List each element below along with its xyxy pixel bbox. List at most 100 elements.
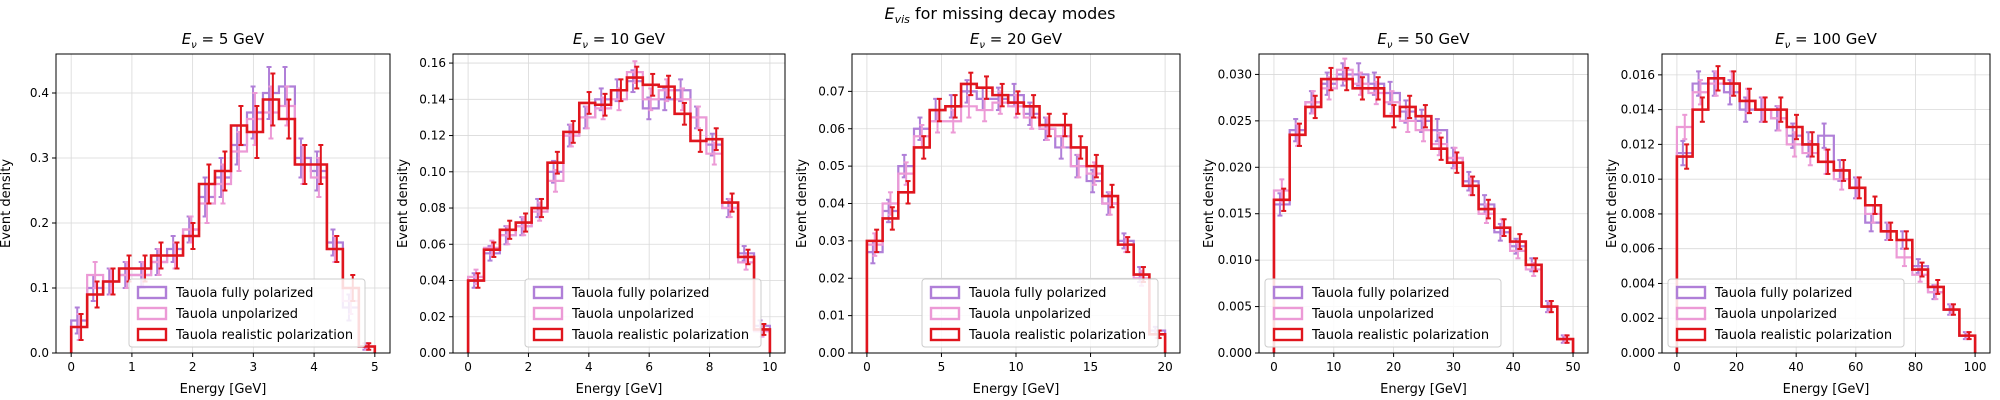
series-step-3	[1272, 77, 1575, 353]
panel-2: 0 2 4 6 8 10 0.00 0.02 0.04 0.06 0.08 0.10 0.12 0.14 0…	[396, 30, 786, 397]
y-axis-label: Event density	[1605, 159, 1620, 248]
panel-title: Eν = 20 GeV	[970, 30, 1063, 51]
legend-swatch	[1675, 285, 1707, 300]
legend-swatch	[136, 285, 168, 300]
y-axis-label: Event density	[795, 159, 810, 248]
y-tick-label: 0.02	[419, 310, 446, 324]
y-tick-label: 0.08	[419, 201, 446, 215]
x-tick-label: 0	[863, 360, 871, 374]
x-tick-label: 20	[1386, 360, 1401, 374]
x-tick-label: 1	[128, 360, 136, 374]
panel-title: Eν = 50 GeV	[1377, 30, 1470, 51]
x-tick-label: 20	[1729, 360, 1744, 374]
y-tick-label: 0.010	[1621, 172, 1655, 186]
legend-swatch	[1272, 306, 1304, 321]
legend-label: Tauola fully polarized	[968, 286, 1106, 301]
panel-title: Eν = 100 GeV	[1775, 30, 1877, 51]
figure-title-sub: vis	[895, 13, 911, 26]
x-tick-label: 2	[189, 360, 197, 374]
y-tick-label: 0.3	[30, 151, 49, 165]
legend: Tauola fully polarized Tauola unpolarized…	[1264, 278, 1502, 348]
y-tick-label: 0.2	[30, 216, 49, 230]
x-tick-label: 40	[1789, 360, 1804, 374]
x-tick-label: 4	[310, 360, 318, 374]
legend: Tauola fully polarized Tauola unpolarized…	[524, 278, 762, 348]
x-axis-label: Energy [GeV]	[1783, 382, 1870, 397]
legend-swatch	[1272, 285, 1304, 300]
y-tick-label: 0.005	[1218, 300, 1252, 314]
y-tick-label: 0.05	[818, 159, 845, 173]
axes-frame	[55, 53, 391, 354]
legend-label: Tauola realistic polarization	[1311, 328, 1489, 343]
y-tick-label: 0.03	[818, 234, 845, 248]
legend-label: Tauola realistic polarization	[571, 328, 749, 343]
y-tick-label: 0.04	[419, 274, 446, 288]
y-tick-label: 0.010	[1218, 253, 1252, 267]
panel-title: Eν = 10 GeV	[573, 30, 666, 51]
y-tick-label: 0.10	[419, 165, 446, 179]
plot-area	[1675, 65, 1977, 353]
legend-label: Tauola unpolarized	[1714, 307, 1837, 322]
y-axis-label: Event density	[396, 159, 411, 248]
legend-label: Tauola fully polarized	[1714, 286, 1852, 301]
x-tick-label: 80	[1908, 360, 1923, 374]
figure-title: Evis for missing decay modes	[885, 4, 1116, 26]
x-tick-label: 0	[1270, 360, 1278, 374]
x-tick-label: 10	[1008, 360, 1023, 374]
x-tick-label: 3	[250, 360, 258, 374]
y-tick-label: 0.020	[1218, 160, 1252, 174]
panel-5: 0 20 40 60 80 100 0.000 0.002 0.004 0.006 0.008 0.0…	[1605, 30, 1991, 397]
y-tick-label: 0.012	[1621, 137, 1655, 151]
legend-swatch	[929, 306, 961, 321]
x-tick-label: 5	[938, 360, 946, 374]
x-tick-label: 100	[1964, 360, 1987, 374]
x-tick-label: 2	[525, 360, 533, 374]
series-step-3	[1675, 77, 1977, 353]
series-step-3	[69, 98, 377, 353]
x-tick-label: 15	[1083, 360, 1098, 374]
y-tick-label: 0.016	[1621, 68, 1655, 82]
y-tick-label: 0.01	[818, 309, 845, 323]
legend-swatch	[1272, 327, 1304, 342]
y-axis-label: Event density	[1202, 159, 1217, 248]
x-tick-label: 10	[1326, 360, 1341, 374]
plot-area	[466, 60, 772, 353]
y-tick-label: 0.0	[30, 346, 49, 360]
x-axis-label: Energy [GeV]	[180, 382, 267, 397]
y-tick-label: 0.12	[419, 129, 446, 143]
legend: Tauola fully polarized Tauola unpolarized…	[921, 278, 1159, 348]
panel-title: Eν = 5 GeV	[182, 30, 265, 51]
x-tick-label: 0	[1673, 360, 1681, 374]
legend-swatch	[532, 327, 564, 342]
x-tick-label: 6	[645, 360, 653, 374]
legend-label: Tauola fully polarized	[1311, 286, 1449, 301]
legend-swatch	[1675, 306, 1707, 321]
legend-swatch	[136, 306, 168, 321]
legend-box	[128, 278, 366, 348]
plot-area	[1272, 57, 1575, 353]
panel-3: 0 5 10 15 20 0.00 0.01 0.02 0.03 0.04 0.05 0.06 0.07…	[795, 30, 1181, 397]
panel-1: 0 1 2 3 4 5 0.0 0.1 0.2 0.3 0.4 Energy [GeV] Event d…	[0, 30, 391, 397]
y-tick-label: 0.4	[30, 86, 49, 100]
figure-title-rest: for missing decay modes	[910, 4, 1116, 23]
y-tick-label: 0.07	[818, 84, 845, 98]
legend-swatch	[1675, 327, 1707, 342]
legend-label: Tauola realistic polarization	[968, 328, 1146, 343]
y-tick-label: 0.00	[818, 346, 845, 360]
x-tick-label: 4	[585, 360, 593, 374]
legend-label: Tauola realistic polarization	[1714, 328, 1892, 343]
plot-area	[865, 71, 1167, 353]
legend-swatch	[929, 285, 961, 300]
axes-frame	[1661, 53, 1991, 354]
y-tick-label: 0.000	[1218, 346, 1252, 360]
y-tick-label: 0.014	[1621, 103, 1655, 117]
y-tick-label: 0.030	[1218, 67, 1252, 81]
x-tick-label: 30	[1446, 360, 1461, 374]
legend-label: Tauola unpolarized	[968, 307, 1091, 322]
x-tick-label: 10	[762, 360, 777, 374]
x-axis-label: Energy [GeV]	[973, 382, 1060, 397]
axes-frame	[1258, 53, 1589, 354]
y-tick-label: 0.002	[1621, 311, 1655, 325]
y-tick-label: 0.04	[818, 197, 845, 211]
